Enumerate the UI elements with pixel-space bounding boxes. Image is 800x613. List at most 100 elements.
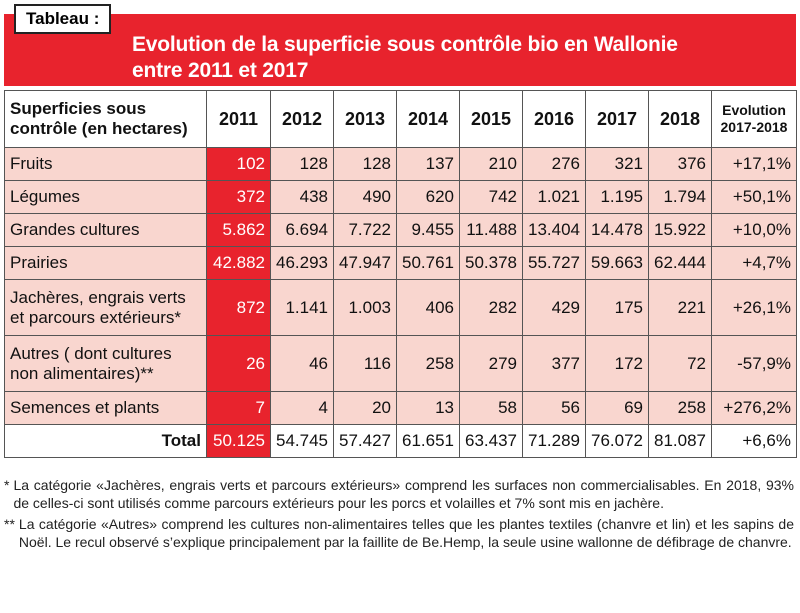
table-row: Grandes cultures 5.862 6.694 7.722 9.455 11.4… [4, 213, 797, 247]
title-line-2: entre 2011 et 2017 [132, 59, 309, 82]
total-cell-2018: 81.087 [648, 424, 712, 458]
cell-2013: 116 [333, 335, 397, 392]
row-label-line-1: Fruits [10, 154, 53, 173]
header-evolution-line-1: Evolution [722, 102, 786, 118]
footnote: ** La catégorie «Autres» comprend les cul… [4, 515, 794, 551]
header-year: 2013 [333, 90, 397, 148]
row-label-line-1: Légumes [10, 187, 80, 206]
footnote-text: La catégorie «Autres» comprend les cultu… [18, 516, 794, 550]
footnote: * La catégorie «Jachères, engrais verts e… [4, 476, 794, 512]
cell-2015: 282 [459, 279, 523, 336]
row-label: Autres ( dont cultures non alimentaires)*… [4, 335, 207, 392]
table-body: Fruits 102 128 128 137 210 276 321 376 +17,1% Légu… [4, 147, 797, 458]
cell-2014: 258 [396, 335, 460, 392]
cell-2011: 5.862 [206, 213, 271, 247]
header-row: Superficies sous contrôle (en hectares) … [4, 90, 797, 148]
cell-2013: 128 [333, 147, 397, 181]
title-banner: Evolution de la superficie sous contrôle… [4, 14, 796, 86]
cell-2016: 55.727 [522, 246, 586, 280]
total-cell-2016: 71.289 [522, 424, 586, 458]
cell-2018: 62.444 [648, 246, 712, 280]
cell-2012: 4 [270, 391, 334, 425]
total-cell-2011: 50.125 [206, 424, 271, 458]
header-year: 2018 [648, 90, 712, 148]
cell-2018: 15.922 [648, 213, 712, 247]
cell-2012: 1.141 [270, 279, 334, 336]
header-year: 2015 [459, 90, 523, 148]
cell-2011: 872 [206, 279, 271, 336]
cell-2012: 128 [270, 147, 334, 181]
cell-2017: 321 [585, 147, 649, 181]
cell-2015: 742 [459, 180, 523, 214]
cell-2014: 9.455 [396, 213, 460, 247]
cell-2016: 377 [522, 335, 586, 392]
header-year: 2012 [270, 90, 334, 148]
header-label-line-1: Superficies sous [10, 99, 147, 118]
header-year: 2017 [585, 90, 649, 148]
cell-2015: 279 [459, 335, 523, 392]
table-row: Jachères, engrais verts et parcours extér… [4, 279, 797, 336]
total-cell-2012: 54.745 [270, 424, 334, 458]
cell-2014: 50.761 [396, 246, 460, 280]
table-row: Autres ( dont cultures non alimentaires)*… [4, 335, 797, 392]
total-evolution: +6,6% [711, 424, 797, 458]
cell-evolution: +17,1% [711, 147, 797, 181]
cell-2017: 175 [585, 279, 649, 336]
cell-evolution: +26,1% [711, 279, 797, 336]
cell-2015: 58 [459, 391, 523, 425]
header-label-line-2: contrôle (en hectares) [10, 119, 188, 138]
table-row: Prairies 42.882 46.293 47.947 50.761 50.378 55… [4, 246, 797, 280]
cell-2011: 372 [206, 180, 271, 214]
total-cell-2013: 57.427 [333, 424, 397, 458]
row-label: Semences et plants [4, 391, 207, 425]
cell-2018: 1.794 [648, 180, 712, 214]
total-label: Total [4, 424, 207, 458]
header-year: 2014 [396, 90, 460, 148]
cell-2011: 7 [206, 391, 271, 425]
surface-table: Superficies sous contrôle (en hectares) … [4, 90, 797, 458]
table-tag: Tableau : [14, 4, 112, 34]
row-label: Jachères, engrais verts et parcours extér… [4, 279, 207, 336]
cell-evolution: -57,9% [711, 335, 797, 392]
cell-2016: 13.404 [522, 213, 586, 247]
cell-2016: 276 [522, 147, 586, 181]
cell-2013: 7.722 [333, 213, 397, 247]
cell-2018: 376 [648, 147, 712, 181]
row-label-line-1: Jachères, engrais verts [10, 287, 186, 307]
total-cell-2017: 76.072 [585, 424, 649, 458]
cell-2012: 6.694 [270, 213, 334, 247]
cell-2014: 406 [396, 279, 460, 336]
cell-2014: 13 [396, 391, 460, 425]
row-label: Prairies [4, 246, 207, 280]
row-label: Grandes cultures [4, 213, 207, 247]
cell-2013: 1.003 [333, 279, 397, 336]
total-row: Total 50.125 54.745 57.427 61.651 63.437 71.28… [4, 424, 797, 458]
row-label: Légumes [4, 180, 207, 214]
header-label: Superficies sous contrôle (en hectares) [4, 90, 207, 148]
cell-2017: 1.195 [585, 180, 649, 214]
footnote-marker: * [4, 477, 10, 493]
cell-2015: 210 [459, 147, 523, 181]
table-row: Légumes 372 438 490 620 742 1.021 1.195 1.794 +50… [4, 180, 797, 214]
cell-2015: 11.488 [459, 213, 523, 247]
row-label-line-1: Semences et plants [10, 398, 160, 417]
table-row: Semences et plants 7 4 20 13 58 56 69 258 +276,2% [4, 391, 797, 425]
footnotes: * La catégorie «Jachères, engrais verts e… [4, 476, 794, 554]
cell-2017: 69 [585, 391, 649, 425]
row-label: Fruits [4, 147, 207, 181]
cell-2018: 221 [648, 279, 712, 336]
cell-2016: 56 [522, 391, 586, 425]
header-evolution: Evolution 2017-2018 [711, 90, 797, 148]
header-year: 2016 [522, 90, 586, 148]
cell-2014: 137 [396, 147, 460, 181]
cell-evolution: +10,0% [711, 213, 797, 247]
cell-2016: 1.021 [522, 180, 586, 214]
row-label-line-2: non alimentaires)** [10, 363, 154, 383]
footnote-marker: ** [4, 516, 15, 532]
cell-2012: 46 [270, 335, 334, 392]
cell-2017: 59.663 [585, 246, 649, 280]
header-year: 2011 [206, 90, 271, 148]
cell-2012: 46.293 [270, 246, 334, 280]
footnote-text: La catégorie «Jachères, engrais verts et… [13, 477, 794, 511]
cell-evolution: +4,7% [711, 246, 797, 280]
